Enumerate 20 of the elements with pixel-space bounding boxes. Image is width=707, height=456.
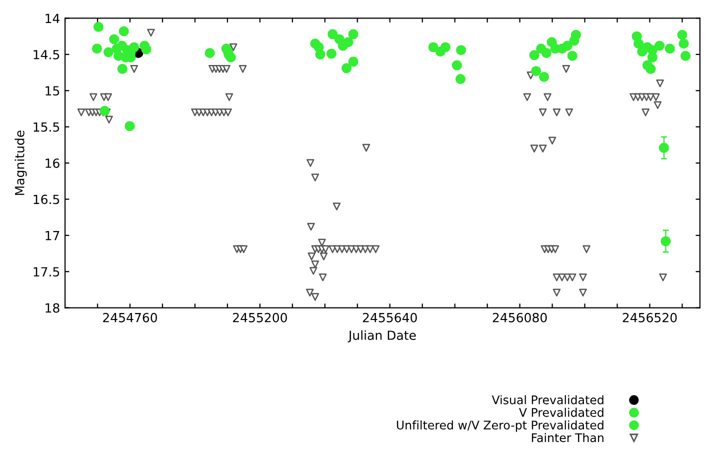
y-tick-label: 17.5 [34, 267, 60, 277]
y-tick-label: 16 [46, 158, 60, 168]
y-tick-label: 14 [46, 14, 60, 23]
legend-label: Fainter Than [532, 433, 604, 442]
y-tick-label: 15.5 [34, 122, 60, 132]
y-tick-label: 15 [46, 86, 60, 96]
y-tick-label: 14.5 [34, 50, 60, 60]
legend-label: Visual Prevalidated [492, 395, 604, 404]
y-tick-label: 18 [46, 303, 60, 313]
x-tick-label: 2456520 [622, 312, 677, 322]
x-axis-title: Julian Date [348, 330, 416, 342]
y-tick-label: 16.5 [34, 194, 60, 204]
legend-label: V Prevalidated [519, 408, 604, 417]
x-tick-label: 2455200 [233, 312, 287, 322]
x-tick-label: 2454760 [103, 312, 158, 322]
x-tick-label: 2455640 [362, 312, 417, 322]
x-tick-label: 2456080 [492, 312, 547, 322]
y-tick-label: 17 [46, 231, 60, 240]
y-axis-title: Magnitude [14, 130, 27, 195]
legend-label: Unfiltered w/V Zero-pt Prevalidated [396, 420, 604, 432]
